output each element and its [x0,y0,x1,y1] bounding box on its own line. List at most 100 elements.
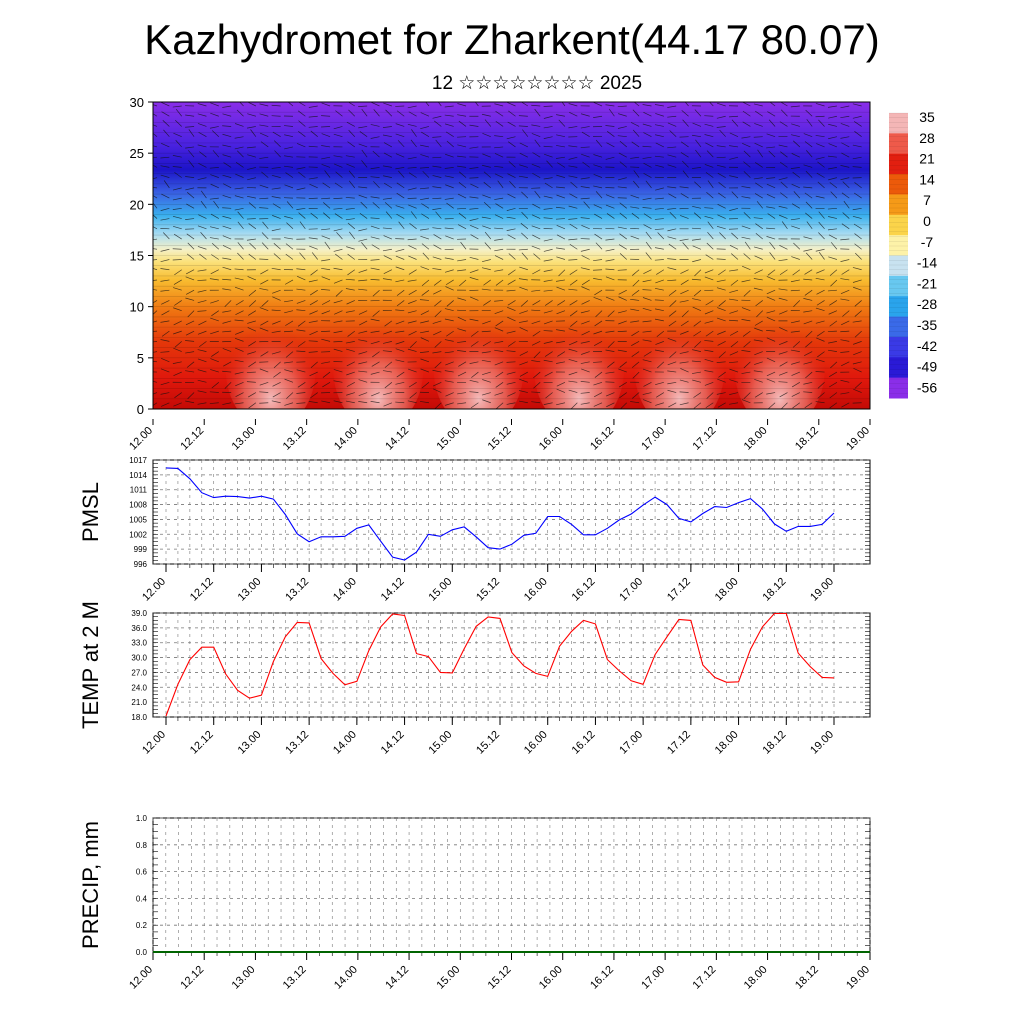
ytick-label: 999 [134,545,148,554]
xtick-label: 12.12 [188,729,216,757]
warm-cell [333,309,424,409]
colorbar-swatch [889,357,908,379]
xtick-label: 13.00 [236,729,264,757]
colorbar-label: 14 [919,171,935,187]
colorbar-label: -42 [917,338,937,354]
precip-panel: 1.0 0.8 0.6 0.4 0.2 0.0 12.00 12.12 13.00 13.12 14… [78,814,872,992]
colorbar-swatch [889,133,908,155]
warm-cell [534,309,625,409]
colorbar-swatch [889,214,908,236]
heatmap-xtick: 19.00 [844,425,872,453]
colorbar-swatch [889,153,908,175]
xtick-label: 15.12 [486,964,514,992]
ytick-label: 996 [134,560,148,569]
heatmap-xtick: 18.12 [793,425,821,453]
xtick-label: 17.00 [617,576,645,604]
ytick-label: 1008 [129,501,147,510]
ytick-label: 0.6 [136,868,148,877]
ytick-label: 1011 [130,486,148,495]
heatmap-xtick: 13.12 [281,425,309,453]
colorbar-label: -7 [921,234,934,250]
xtick-label: 14.00 [332,964,360,992]
xtick-label: 15.12 [474,576,502,604]
xtick-label: 18.00 [713,729,741,757]
ytick-label: 1014 [129,471,147,480]
xtick-label: 16.00 [522,729,550,757]
pmsl-ylabel: PMSL [78,482,103,542]
xtick-label: 12.00 [140,729,168,757]
chart-title: Kazhydromet for Zharkent(44.17 80.07) [144,16,880,63]
pmsl-series-line [165,467,835,561]
heatmap-xtick: 14.00 [332,425,360,453]
colorbar-swatch [889,194,908,216]
heatmap-ytick: 5 [137,351,144,366]
colorbar-label: -49 [917,359,937,375]
chart-subtitle: 12 ☆☆☆☆☆☆☆☆ 2025 [431,73,643,94]
colorbar-label: 7 [923,192,931,208]
heatmap-ytick: 20 [130,197,144,212]
heatmap-xtick: 14.12 [383,425,411,453]
xtick-label: 14.00 [331,729,359,757]
ytick-label: 36.0 [131,624,147,633]
xtick-label: 12.00 [140,576,168,604]
ytick-label: 27.0 [131,668,147,677]
xtick-label: 13.12 [281,964,309,992]
warm-cell [225,309,316,409]
xtick-label: 18.00 [742,964,770,992]
colorbar-label: 35 [919,109,935,125]
xtick-label: 14.00 [331,576,359,604]
xtick-label: 14.12 [379,576,407,604]
heatmap-xtick: 16.00 [537,425,565,453]
heatmap-xtick: 17.00 [639,425,667,453]
cross-section-heatmap: 0 5 10 15 20 25 30 12.00 12.12 13.00 13.12 14.00 14.… [127,95,872,453]
ytick-label: 0.8 [136,841,148,850]
colorbar-label: -21 [917,275,937,291]
colorbar-swatch [889,174,908,195]
heatmap-xtick: 12.12 [178,425,206,453]
xtick-label: 15.00 [426,576,454,604]
heatmap-ytick: 15 [130,249,144,264]
xtick-label: 17.12 [691,964,719,992]
xtick-label: 17.12 [665,729,693,757]
xtick-label: 15.00 [434,964,462,992]
xtick-label: 17.00 [639,964,667,992]
xtick-label: 17.00 [617,729,645,757]
heatmap-xtick: 15.00 [434,425,462,453]
xtick-label: 18.12 [760,576,788,604]
xtick-label: 16.12 [570,576,598,604]
heatmap-xtick: 17.12 [691,425,719,453]
colorbar-swatch [889,296,908,318]
colorbar-swatch [889,113,908,134]
xtick-label: 13.00 [230,964,258,992]
warm-cell [734,309,825,409]
heatmap-ytick: 30 [130,95,144,110]
ytick-label: 0.4 [136,894,148,903]
pmsl-panel: 1017 1014 1011 1008 1005 1002 999 996 12.00 12.12… [78,456,871,604]
heatmap-ytick: 0 [137,402,144,417]
ytick-label: 24.0 [131,683,147,692]
ytick-label: 1005 [129,515,147,524]
ytick-label: 0.2 [136,921,148,930]
xtick-label: 13.00 [236,576,264,604]
precip-ylabel: PRECIP, mm [78,821,103,949]
xtick-label: 14.12 [379,729,407,757]
colorbar-label: -28 [917,296,937,312]
ytick-label: 33.0 [131,639,147,648]
xtick-label: 18.12 [760,729,788,757]
heatmap-ytick: 25 [130,146,144,161]
xtick-label: 19.00 [808,729,836,757]
heatmap-body [153,102,870,409]
temperature-colorbar: 35 28 21 14 7 0 -7 -14 -21 -28 -35 -42 -49 -56 [889,109,937,399]
xtick-label: 16.00 [537,964,565,992]
heatmap-xtick: 12.00 [127,425,155,453]
xtick-label: 15.00 [426,729,454,757]
xtick-label: 12.12 [178,964,206,992]
ytick-label: 1017 [129,456,147,465]
colorbar-swatch [889,316,908,338]
colorbar-label: 0 [923,213,931,229]
xtick-label: 19.00 [808,576,836,604]
temp2m-ylabel: TEMP at 2 M [78,601,103,729]
xtick-label: 16.12 [588,964,616,992]
colorbar-label: -35 [917,317,937,333]
